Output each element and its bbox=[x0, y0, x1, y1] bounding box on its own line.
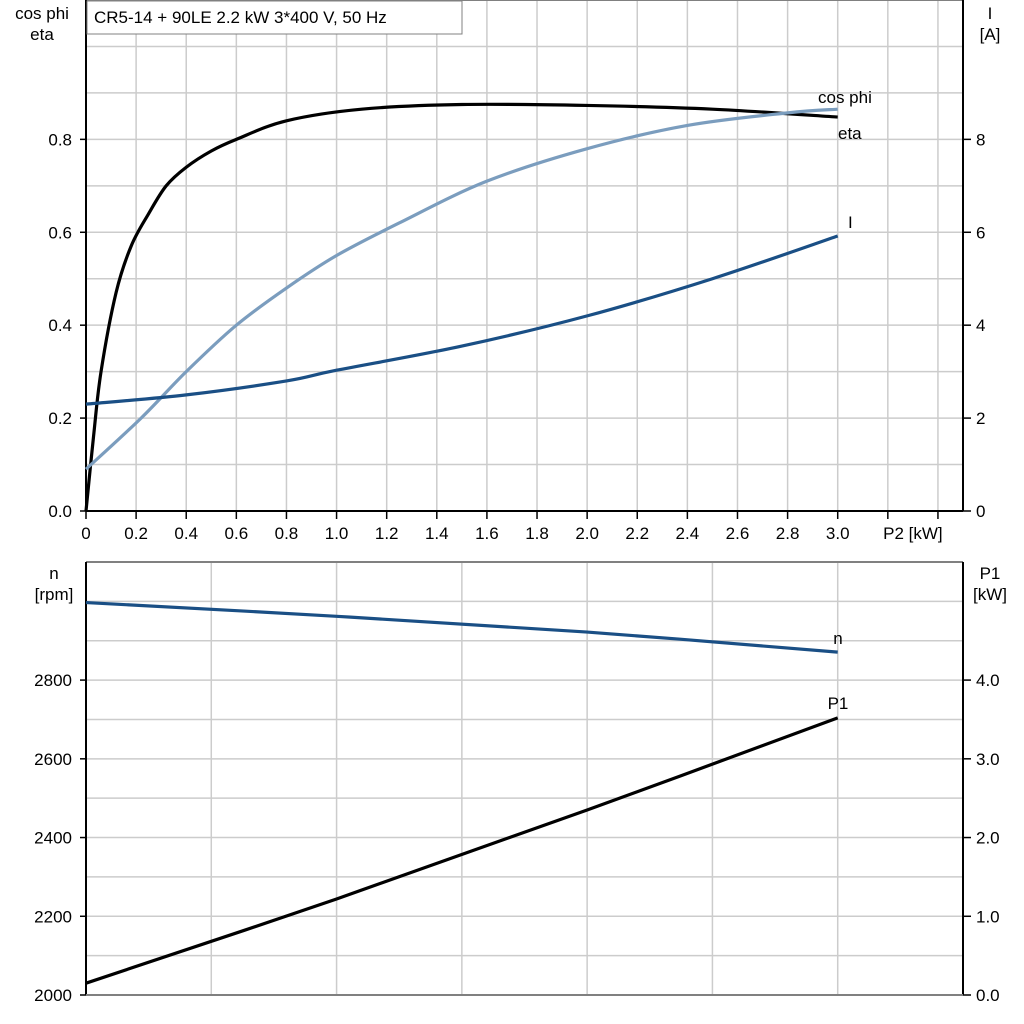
series-line-I bbox=[85, 234, 839, 406]
y-tick-label: 2400 bbox=[34, 829, 72, 848]
x-tick-label: 0.2 bbox=[124, 524, 148, 543]
x-tick-label: 2.0 bbox=[575, 524, 599, 543]
y2-tick-label: 0 bbox=[976, 502, 985, 521]
y-tick-label: 0.0 bbox=[48, 502, 72, 521]
x-tick-label: 0.6 bbox=[225, 524, 249, 543]
y-axis-label: cos phi bbox=[15, 4, 69, 23]
y2-axis-label: P1 bbox=[980, 564, 1001, 583]
y-tick-label: 0.8 bbox=[48, 130, 72, 149]
y2-axis-label: [A] bbox=[980, 25, 1001, 44]
series-line-eta bbox=[84, 102, 838, 512]
y2-tick-label: 4 bbox=[976, 316, 985, 335]
y2-tick-label: 0.0 bbox=[976, 986, 1000, 1005]
y-axis-label: eta bbox=[30, 25, 54, 44]
y2-tick-label: 2.0 bbox=[976, 829, 1000, 848]
y2-axis-label: I bbox=[988, 4, 993, 23]
y-tick-label: 0.2 bbox=[48, 409, 72, 428]
y2-tick-label: 2 bbox=[976, 409, 985, 428]
series-line-P1 bbox=[85, 716, 839, 985]
title-box bbox=[86, 0, 463, 35]
y2-tick-label: 6 bbox=[976, 223, 985, 242]
x-tick-label: 1.0 bbox=[325, 524, 349, 543]
x-tick-label: 1.8 bbox=[525, 524, 549, 543]
series-label: cos phi bbox=[818, 88, 872, 107]
series-label: P1 bbox=[828, 694, 849, 713]
chart-title: CR5-14 + 90LE 2.2 kW 3*400 V, 50 Hz bbox=[94, 8, 387, 27]
x-tick-label: 1.2 bbox=[375, 524, 399, 543]
series-label: I bbox=[848, 213, 853, 232]
x-tick-label: 3.0 bbox=[826, 524, 850, 543]
x-tick-label: 2.2 bbox=[625, 524, 649, 543]
x-tick-label: 2.8 bbox=[776, 524, 800, 543]
y-tick-label: 2800 bbox=[34, 671, 72, 690]
series-line-n bbox=[85, 600, 838, 654]
y-tick-label: 2200 bbox=[34, 907, 72, 926]
y2-tick-label: 1.0 bbox=[976, 907, 1000, 926]
y-tick-label: 0.4 bbox=[48, 316, 72, 335]
x-tick-label: 0.4 bbox=[174, 524, 198, 543]
y-tick-label: 0.6 bbox=[48, 223, 72, 242]
y-axis-label: [rpm] bbox=[35, 585, 74, 604]
x-axis-label: P2 [kW] bbox=[883, 524, 943, 543]
x-tick-label: 0 bbox=[81, 524, 90, 543]
series-line-cos-phi bbox=[84, 107, 838, 471]
x-tick-label: 2.6 bbox=[726, 524, 750, 543]
y-tick-label: 2600 bbox=[34, 750, 72, 769]
y-tick-label: 2000 bbox=[34, 986, 72, 1005]
x-tick-label: 2.4 bbox=[676, 524, 700, 543]
series-label: n bbox=[833, 629, 842, 648]
x-tick-label: 1.4 bbox=[425, 524, 449, 543]
y-axis-label: n bbox=[49, 564, 58, 583]
y2-tick-label: 8 bbox=[976, 130, 985, 149]
x-tick-label: 1.6 bbox=[475, 524, 499, 543]
series-label: eta bbox=[838, 124, 862, 143]
x-tick-label: 0.8 bbox=[275, 524, 299, 543]
y2-axis-label: [kW] bbox=[973, 585, 1007, 604]
y2-tick-label: 4.0 bbox=[976, 671, 1000, 690]
y2-tick-label: 3.0 bbox=[976, 750, 1000, 769]
